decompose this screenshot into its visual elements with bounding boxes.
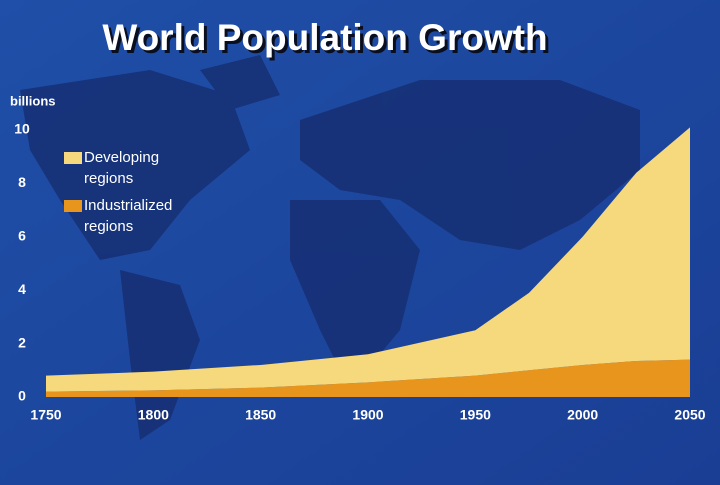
legend-label: Developing regions [84,149,160,187]
legend-swatch [64,152,82,164]
area [46,127,690,392]
y-axis-label: billions [10,93,56,108]
legend-swatch [64,200,82,212]
chart-title-shadow: World Population Growth [105,20,550,61]
x-tick-label: 2000 [567,407,598,423]
area [46,359,690,397]
y-tick-label: 4 [18,281,26,297]
x-tick-label: 1900 [352,407,383,423]
y-tick-label: 10 [14,121,30,137]
x-tick-label: 1850 [245,407,276,423]
x-tick-label: 1750 [30,407,61,423]
y-tick-label: 2 [18,334,26,350]
chart-title: World Population Growth [102,17,547,58]
x-tick-label: 1800 [138,407,169,423]
y-tick-label: 0 [18,388,26,404]
legend-label: Industrialized regions [84,197,173,235]
legend-item: Industrialized regions [64,195,194,237]
x-tick-label: 1950 [460,407,491,423]
y-tick-label: 6 [18,228,26,244]
y-tick-label: 8 [18,174,26,190]
x-tick-label: 2050 [674,407,705,423]
legend-item: Developing regions [64,147,194,189]
